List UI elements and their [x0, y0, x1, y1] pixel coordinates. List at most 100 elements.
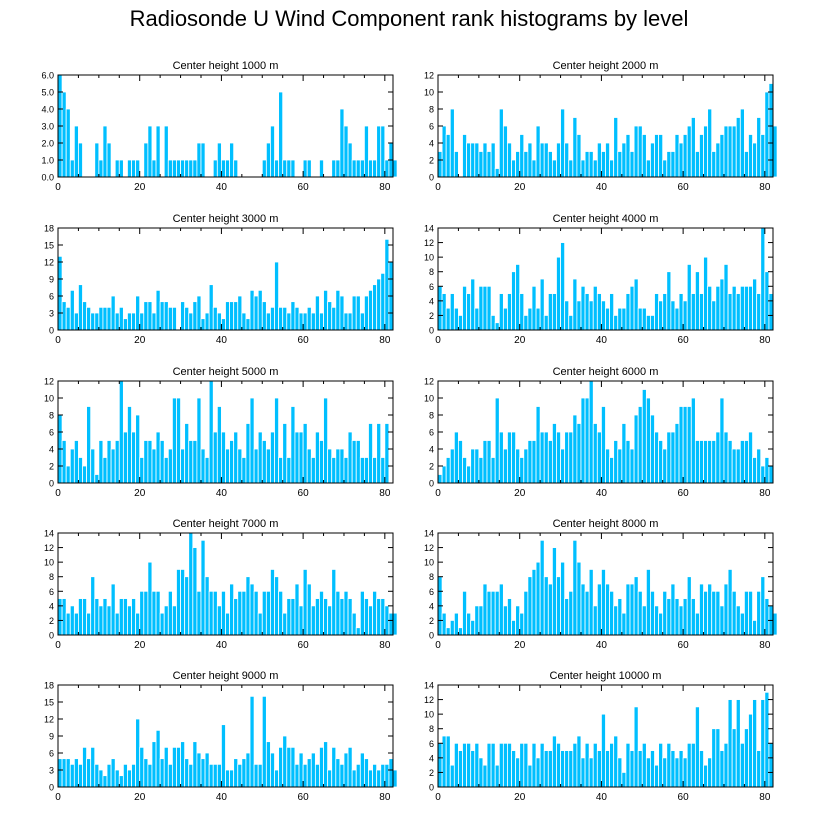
x-tick-label: 60 [678, 182, 690, 193]
histogram-bar [478, 457, 484, 484]
x-tick-label: 80 [759, 792, 771, 803]
histogram-bar [694, 151, 700, 178]
histogram-bar [633, 278, 639, 331]
y-tick-label: 10 [424, 394, 434, 404]
histogram-bar [613, 117, 619, 178]
y-tick-label: 2 [429, 768, 434, 778]
histogram-bar [727, 699, 733, 788]
histogram-bar [118, 775, 124, 788]
histogram-bar [699, 134, 704, 178]
histogram-bar [719, 750, 725, 788]
histogram-bar [241, 590, 247, 636]
y-tick-label: 0 [429, 173, 434, 183]
histogram-bar [715, 590, 721, 636]
histogram-bar [245, 752, 251, 788]
histogram-bar [274, 769, 280, 788]
histogram-bar [727, 569, 733, 636]
histogram-bar [449, 448, 455, 484]
x-tick-label: 60 [678, 792, 690, 803]
histogram-bar [225, 448, 230, 484]
histogram-bar [290, 746, 296, 788]
histogram-bar [560, 448, 566, 484]
plot-frame [437, 227, 774, 331]
histogram-bar [756, 590, 762, 636]
histogram-bar [609, 159, 615, 178]
histogram-bar [355, 159, 361, 178]
histogram-bar [515, 151, 521, 178]
histogram-bar [764, 598, 770, 636]
histogram-bar [286, 312, 292, 331]
histogram-bar [617, 307, 623, 331]
histogram-bar [184, 758, 190, 788]
histogram-bar [756, 117, 762, 178]
histogram-bar [184, 576, 190, 636]
histogram-bar [654, 764, 660, 788]
histogram-bar [621, 612, 627, 636]
histogram-bar [159, 301, 165, 331]
y-tick-label: 3 [49, 766, 54, 776]
histogram-bar [212, 763, 218, 788]
x-tick-label: 20 [134, 488, 146, 499]
histogram-bar [290, 159, 296, 178]
histogram-bar [645, 569, 651, 636]
histogram-bar [192, 159, 198, 178]
histogram-bar [641, 134, 647, 178]
histogram-bar [65, 108, 71, 178]
histogram-bar [490, 142, 496, 178]
histogram-bar [151, 448, 157, 484]
histogram-bar [180, 301, 186, 331]
histogram-bar [351, 159, 357, 178]
y-tick-label: 15 [44, 698, 54, 708]
histogram-bar [535, 561, 541, 636]
histogram-bar [711, 590, 717, 636]
y-tick-label: 18 [44, 681, 54, 691]
histogram-bar [253, 448, 259, 484]
histogram-bar [458, 627, 463, 636]
x-tick-label: 20 [134, 335, 146, 346]
histogram-bar [633, 125, 639, 178]
histogram-bar [470, 448, 476, 484]
histogram-bar [171, 159, 177, 178]
histogram-bar [351, 440, 357, 484]
histogram-bar [306, 306, 312, 331]
histogram-bar [343, 457, 349, 484]
histogram-bar [131, 312, 137, 331]
histogram-bar [462, 285, 467, 331]
histogram-bar [61, 301, 67, 331]
histogram-bar [131, 159, 137, 178]
histogram-bar [188, 763, 194, 788]
histogram-bar [135, 295, 141, 331]
y-tick-label: 12 [424, 71, 434, 81]
histogram-bar [735, 448, 741, 484]
histogram-bar [458, 750, 463, 788]
y-tick-label: 0 [49, 631, 54, 641]
histogram-bar [670, 151, 676, 178]
histogram-bar [617, 151, 623, 178]
y-tick-label: 12 [424, 238, 434, 248]
histogram-bar [167, 448, 173, 484]
histogram-bar [584, 397, 590, 484]
histogram-bar [225, 769, 230, 788]
histogram-bar [131, 431, 137, 484]
histogram-bar [752, 620, 758, 636]
histogram-bar [723, 125, 729, 178]
x-tick-label: 20 [514, 792, 526, 803]
histogram-bar [380, 763, 386, 788]
histogram-bar [531, 159, 537, 178]
histogram-bar [576, 735, 582, 788]
y-tick-label: 2 [49, 462, 54, 472]
histogram-bar [364, 125, 369, 178]
histogram-bar [478, 285, 484, 331]
histogram-bar [339, 598, 345, 636]
histogram-bar [760, 227, 766, 331]
histogram-bar [719, 278, 725, 331]
histogram-bar [110, 758, 116, 788]
histogram-bar [163, 301, 169, 331]
histogram-bar [122, 598, 128, 636]
histogram-bar [245, 576, 251, 636]
x-tick-label: 60 [298, 335, 310, 346]
histogram-panel: Center height 4000 m 0 20 40 60 80 0 2 4 6 8 10 12 14 [424, 213, 774, 346]
histogram-bar [694, 612, 700, 636]
histogram-bar [658, 134, 664, 178]
histogram-bar [584, 293, 590, 331]
